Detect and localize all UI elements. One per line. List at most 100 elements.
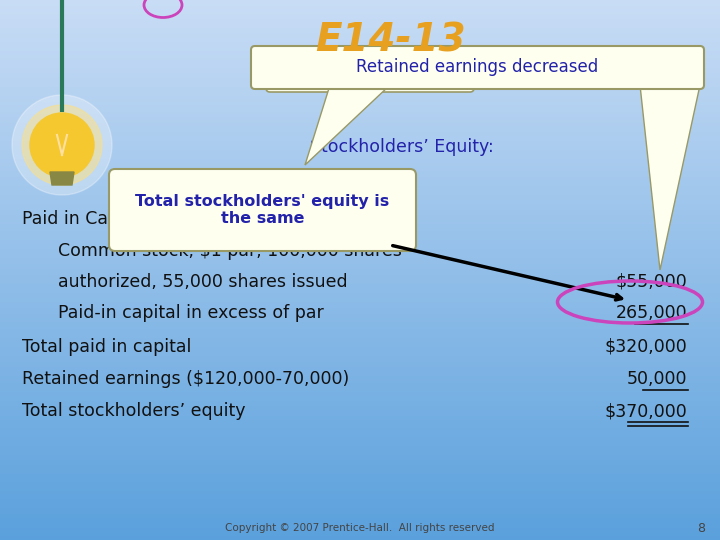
Bar xyxy=(0,192,720,193)
Bar xyxy=(0,334,720,335)
Bar xyxy=(0,69,720,70)
Bar xyxy=(0,294,720,295)
Bar xyxy=(0,470,720,471)
Bar xyxy=(0,444,720,445)
Bar xyxy=(0,454,720,455)
Bar xyxy=(0,411,720,412)
Bar xyxy=(0,485,720,486)
Bar xyxy=(0,434,720,435)
Bar xyxy=(0,329,720,330)
Bar xyxy=(0,420,720,421)
Bar xyxy=(0,5,720,6)
Bar xyxy=(0,130,720,131)
Bar xyxy=(0,413,720,414)
Bar xyxy=(0,506,720,507)
Bar xyxy=(0,124,720,125)
Bar xyxy=(0,207,720,208)
Bar xyxy=(0,201,720,202)
Bar xyxy=(0,479,720,480)
Bar xyxy=(0,37,720,38)
Bar xyxy=(0,346,720,347)
Bar xyxy=(0,285,720,286)
Bar xyxy=(0,539,720,540)
Bar xyxy=(0,223,720,224)
Bar xyxy=(0,45,720,46)
Bar xyxy=(0,159,720,160)
Bar xyxy=(0,310,720,311)
Bar xyxy=(0,377,720,378)
Bar xyxy=(0,283,720,284)
Bar xyxy=(0,184,720,185)
Bar xyxy=(0,536,720,537)
Bar xyxy=(0,484,720,485)
Bar xyxy=(0,492,720,493)
Bar xyxy=(0,391,720,392)
Bar xyxy=(0,196,720,197)
Bar xyxy=(0,121,720,122)
Bar xyxy=(0,531,720,532)
Bar xyxy=(0,117,720,118)
Bar xyxy=(0,374,720,375)
Bar xyxy=(0,72,720,73)
Bar xyxy=(0,68,720,69)
Bar xyxy=(0,447,720,448)
Bar xyxy=(0,44,720,45)
Bar xyxy=(0,218,720,219)
Bar xyxy=(0,188,720,189)
Bar xyxy=(0,180,720,181)
Text: 8: 8 xyxy=(697,522,705,535)
Bar xyxy=(0,501,720,502)
Bar xyxy=(0,230,720,231)
Bar xyxy=(0,234,720,235)
Bar xyxy=(0,302,720,303)
Bar xyxy=(0,154,720,155)
Bar xyxy=(0,232,720,233)
Bar xyxy=(0,384,720,385)
Bar xyxy=(0,473,720,474)
Bar xyxy=(0,338,720,339)
Bar xyxy=(0,205,720,206)
Bar xyxy=(0,319,720,320)
Bar xyxy=(0,327,720,328)
Bar xyxy=(0,464,720,465)
Bar xyxy=(0,469,720,470)
Bar xyxy=(0,211,720,212)
Bar xyxy=(0,361,720,362)
Bar xyxy=(0,53,720,54)
Bar xyxy=(0,431,720,432)
Bar xyxy=(0,502,720,503)
Bar xyxy=(0,70,720,71)
Bar xyxy=(0,242,720,243)
Bar xyxy=(0,426,720,427)
Bar xyxy=(0,48,720,49)
Bar xyxy=(0,227,720,228)
Bar xyxy=(0,35,720,36)
Bar xyxy=(0,63,720,64)
Bar xyxy=(0,228,720,229)
Bar xyxy=(0,134,720,135)
Bar xyxy=(0,241,720,242)
Bar xyxy=(0,38,720,39)
Bar xyxy=(0,58,720,59)
Bar xyxy=(0,443,720,444)
Bar xyxy=(0,348,720,349)
Bar xyxy=(0,125,720,126)
Bar xyxy=(0,360,720,361)
Bar xyxy=(0,284,720,285)
Text: Stockholders’ Equity:: Stockholders’ Equity: xyxy=(310,138,494,156)
Text: Retained earnings decreased: Retained earnings decreased xyxy=(356,58,598,76)
Bar xyxy=(0,175,720,176)
Bar xyxy=(0,19,720,20)
Text: E14-13: E14-13 xyxy=(315,21,465,59)
Bar xyxy=(0,120,720,121)
Bar xyxy=(0,145,720,146)
Bar xyxy=(0,16,720,17)
Bar xyxy=(0,295,720,296)
Bar xyxy=(0,87,720,88)
Bar xyxy=(0,264,720,265)
Bar xyxy=(0,336,720,337)
Bar xyxy=(0,330,720,331)
Text: Retained earnings ($120,000-70,000): Retained earnings ($120,000-70,000) xyxy=(22,370,349,388)
Bar xyxy=(0,93,720,94)
Text: $320,000: $320,000 xyxy=(605,338,688,356)
